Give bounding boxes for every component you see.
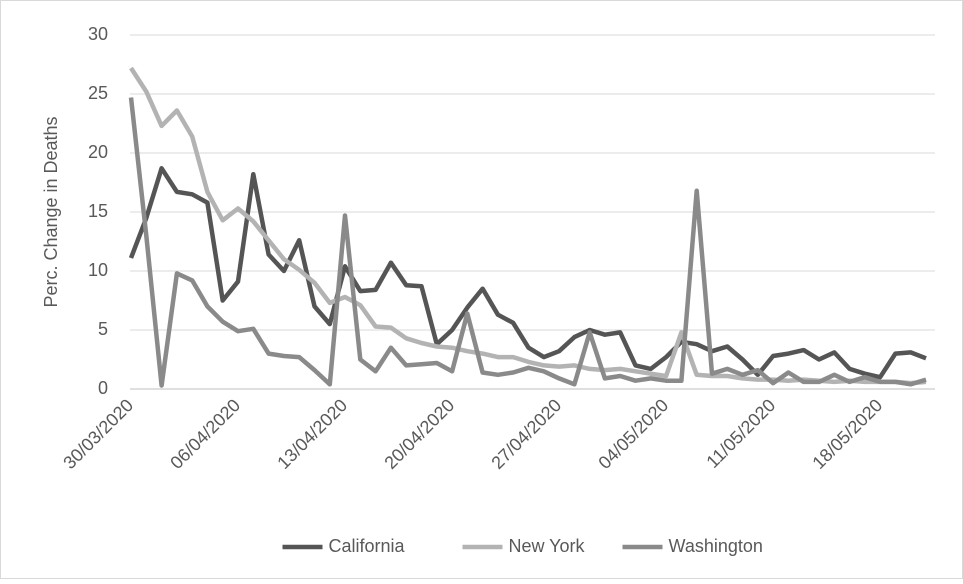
legend-label: New York — [509, 536, 586, 556]
series-line — [128, 166, 927, 380]
series-line — [129, 66, 927, 386]
series-line — [128, 97, 927, 388]
y-tick-label: 0 — [98, 378, 108, 398]
y-axis-label: Perc. Change in Deaths — [41, 116, 61, 307]
y-tick-label: 5 — [98, 319, 108, 339]
y-tick-label: 15 — [88, 201, 108, 221]
y-tick-label: 25 — [88, 83, 108, 103]
y-tick-label: 20 — [88, 142, 108, 162]
legend-label: California — [329, 536, 406, 556]
y-tick-label: 10 — [88, 260, 108, 280]
y-tick-label: 30 — [88, 24, 108, 44]
legend-label: Washington — [669, 536, 763, 556]
